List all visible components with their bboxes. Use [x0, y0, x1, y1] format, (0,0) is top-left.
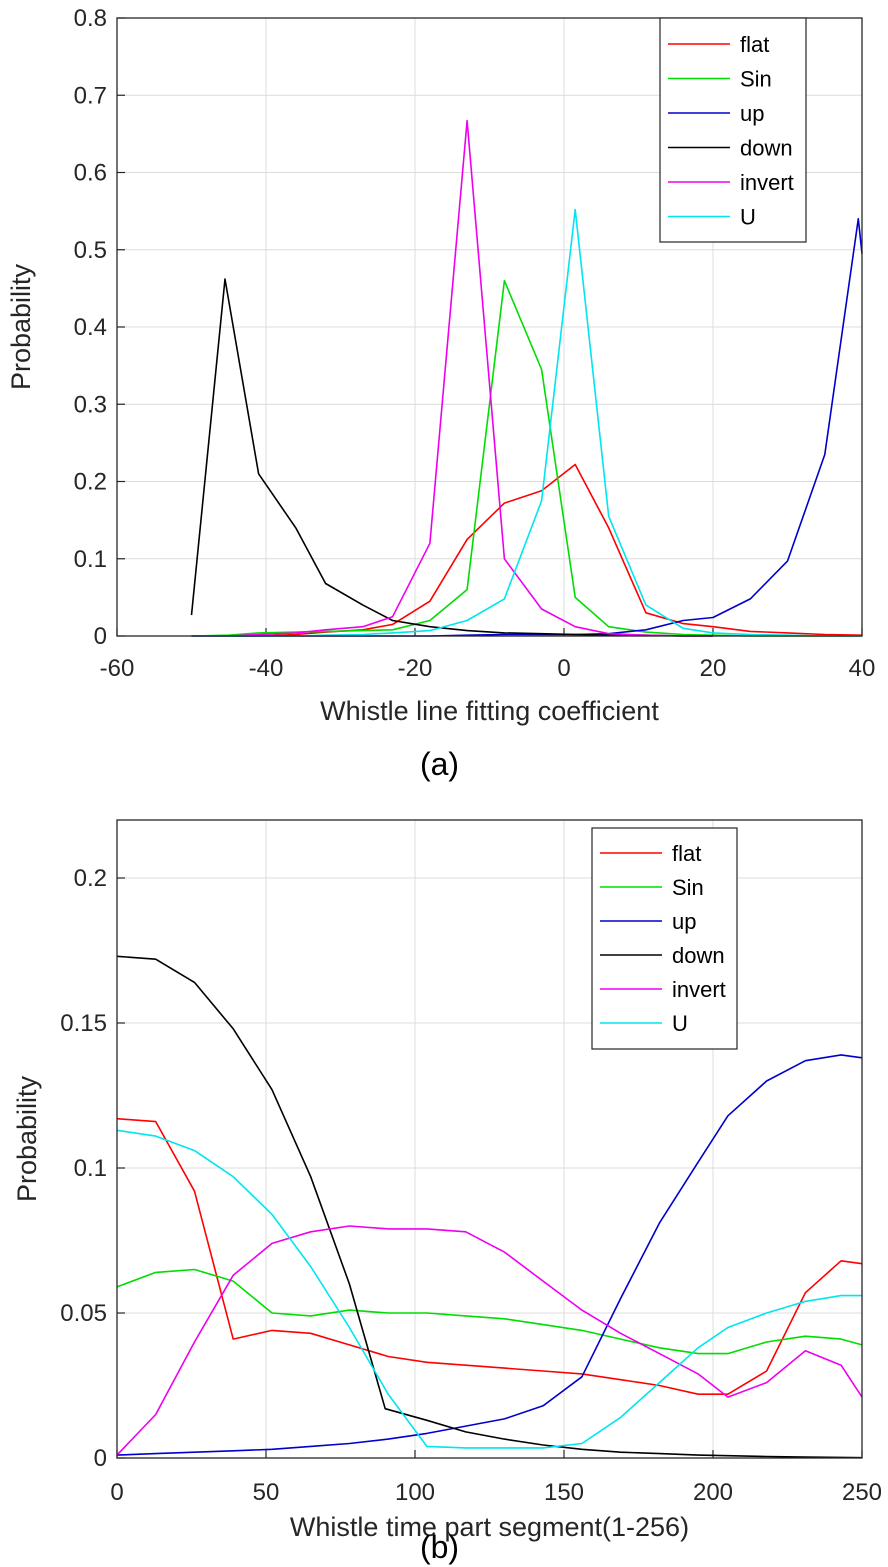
- series-line-invert: [116, 1225, 863, 1456]
- y-gridlines: [117, 877, 862, 1314]
- chart-caption: (b): [420, 1529, 459, 1565]
- y-axis-label: Probability: [12, 1075, 42, 1202]
- x-tick-label: 200: [693, 1479, 733, 1506]
- series-line-up: [116, 1054, 863, 1456]
- series-line-flat: [116, 1117, 863, 1396]
- x-tick-label: 100: [395, 1479, 435, 1506]
- series-line-u: [116, 1129, 862, 1449]
- legend-label-down: down: [672, 943, 725, 968]
- axes-box: [116, 819, 863, 1459]
- series-group: [116, 955, 863, 1459]
- legend-label-down: down: [740, 136, 793, 161]
- legend-box: [591, 827, 738, 1050]
- legend-box: [659, 17, 807, 243]
- x-tick-label: -20: [398, 655, 433, 682]
- series-line-down: [116, 955, 863, 1459]
- legend: flat Sin up down invert U: [591, 827, 738, 1050]
- legend-label-u: U: [740, 205, 756, 230]
- plot-area: [117, 820, 862, 1458]
- legend-label-invert: invert: [740, 170, 794, 195]
- y-tick-label: 0.7: [74, 82, 107, 109]
- y-tick-label: 0.1: [74, 1155, 107, 1182]
- legend-label-up: up: [740, 101, 764, 126]
- chart-a: -60 -40 -20 0 20 40 0 0.1 0.2 0.3 0.4 0.5 0.6 0.7 0.8 W…: [6, 5, 876, 782]
- x-tick-label: 250: [842, 1479, 882, 1506]
- x-axis-label: Whistle line fitting coefficient: [320, 696, 659, 726]
- legend-label-invert: invert: [672, 977, 726, 1002]
- y-tick-label: 0.1: [74, 546, 107, 573]
- y-tick-label: 0.4: [74, 314, 107, 341]
- series-line-flat: [191, 463, 863, 637]
- x-tick-label: 150: [544, 1479, 584, 1506]
- y-tick-label: 0.6: [74, 160, 107, 187]
- x-tick-label: -40: [249, 655, 284, 682]
- x-axis-label: Whistle time part segment(1-256): [290, 1512, 689, 1542]
- y-tick-label: 0.3: [74, 391, 107, 418]
- legend-label-sin: Sin: [672, 875, 704, 900]
- x-tick-label: 50: [253, 1479, 280, 1506]
- y-tick-label: 0.2: [74, 865, 107, 892]
- x-tick-label: -60: [100, 655, 135, 682]
- x-tick-label: 40: [849, 655, 876, 682]
- legend-label-flat: flat: [672, 841, 701, 866]
- legend-label-flat: flat: [740, 32, 769, 57]
- y-tick-label: 0: [94, 1445, 107, 1472]
- y-axis-label: Probability: [6, 263, 36, 390]
- series-line-invert: [191, 119, 713, 637]
- legend-label-up: up: [672, 909, 696, 934]
- chart-caption: (a): [420, 746, 459, 782]
- y-tick-label: 0.8: [74, 5, 107, 32]
- legend-label-u: U: [672, 1011, 688, 1036]
- y-tick-label: 0.5: [74, 237, 107, 264]
- y-tick-label: 0.05: [60, 1300, 107, 1327]
- legend-label-sin: Sin: [740, 67, 772, 92]
- y-tick-label: 0: [94, 623, 107, 650]
- x-tick-label: 0: [557, 655, 570, 682]
- x-tick-label: 0: [110, 1479, 123, 1506]
- y-tick-label: 0.2: [74, 469, 107, 496]
- legend: flat Sin up down invert U: [659, 17, 807, 243]
- chart-b: 0 50 100 150 200 250 0 0.05 0.1 0.15 0.2 Whistle ti…: [12, 819, 882, 1565]
- y-tick-label: 0.15: [60, 1010, 107, 1037]
- x-tick-label: 20: [700, 655, 727, 682]
- series-line-sin: [116, 1268, 863, 1355]
- axes-box: [116, 17, 863, 637]
